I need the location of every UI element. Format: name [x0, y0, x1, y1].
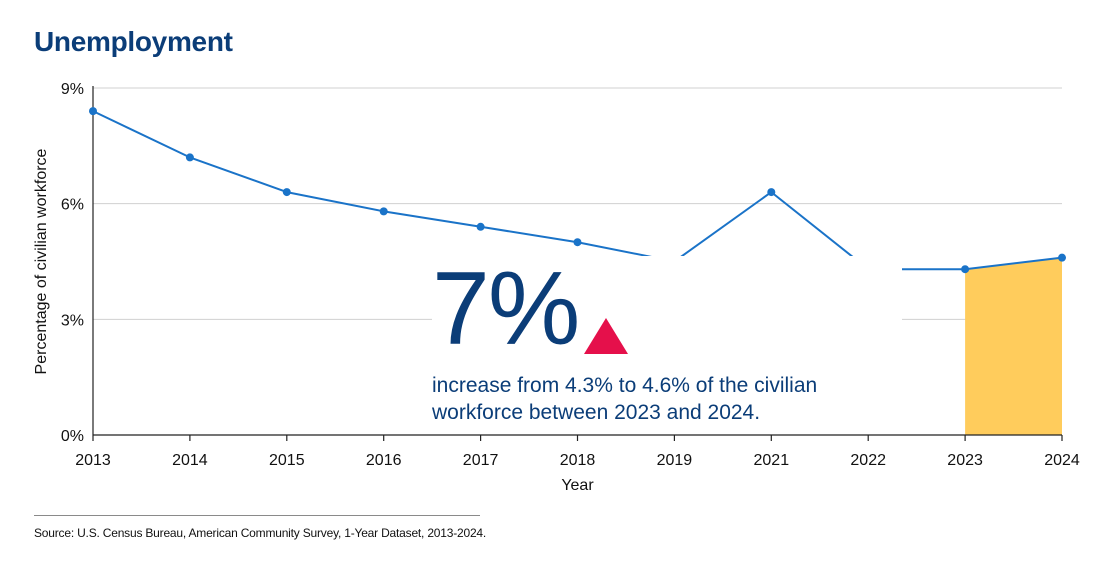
data-point-2024 — [1058, 253, 1066, 262]
source-note: Source: U.S. Census Bureau, American Com… — [34, 526, 487, 540]
y-tick-labels: 0% 3% 6% 9% — [61, 81, 84, 445]
x-tick-labels: 2013 2014 2015 2016 2017 2018 2019 2021 2022 2023… — [75, 452, 1080, 469]
x-tick-label-2018: 2018 — [560, 452, 596, 469]
data-point-2023 — [961, 265, 970, 274]
y-tick-label-0pct: 0% — [61, 428, 84, 445]
callout-value: 7% — [432, 251, 580, 367]
callout-description: increase from 4.3% to 4.6% of the civili… — [432, 374, 818, 424]
increase-triangle-icon — [584, 318, 629, 354]
x-tick-label-2013: 2013 — [75, 452, 111, 469]
highlight-area — [965, 257, 1062, 435]
x-tick-label-2019: 2019 — [657, 452, 693, 469]
data-point-2013 — [89, 107, 97, 116]
axes — [92, 86, 1063, 441]
x-tick-label-2017: 2017 — [463, 452, 499, 469]
x-tick-label-2021: 2021 — [754, 452, 790, 469]
data-point-2016 — [379, 207, 388, 216]
y-tick-label-3pct: 3% — [61, 312, 84, 329]
x-tick-label-2024: 2024 — [1044, 452, 1080, 469]
x-tick-label-2015: 2015 — [269, 452, 305, 469]
callout-box: 7% increase from 4.3% to 4.6% of the civ… — [432, 256, 902, 426]
x-tick-label-2016: 2016 — [366, 452, 402, 469]
highlight-area-2023-2024 — [965, 257, 1062, 435]
x-tick-label-2023: 2023 — [947, 452, 983, 469]
y-tick-label-6pct: 6% — [61, 197, 84, 214]
x-tick-label-2022: 2022 — [850, 452, 886, 469]
y-axis-title: Percentage of civilian workforce — [33, 148, 50, 374]
x-axis-title: Year — [561, 477, 594, 494]
data-point-2018 — [573, 238, 582, 247]
x-tick-label-2014: 2014 — [172, 452, 208, 469]
data-point-2021 — [767, 188, 776, 197]
data-point-2015 — [282, 188, 291, 197]
data-point-2014 — [185, 153, 194, 162]
source-divider — [34, 515, 480, 516]
data-points — [89, 107, 1066, 274]
data-point-2017 — [476, 222, 485, 231]
callout-headline: 7% — [432, 251, 902, 367]
chart-title: Unemployment — [34, 26, 233, 57]
y-tick-label-9pct: 9% — [61, 81, 84, 98]
